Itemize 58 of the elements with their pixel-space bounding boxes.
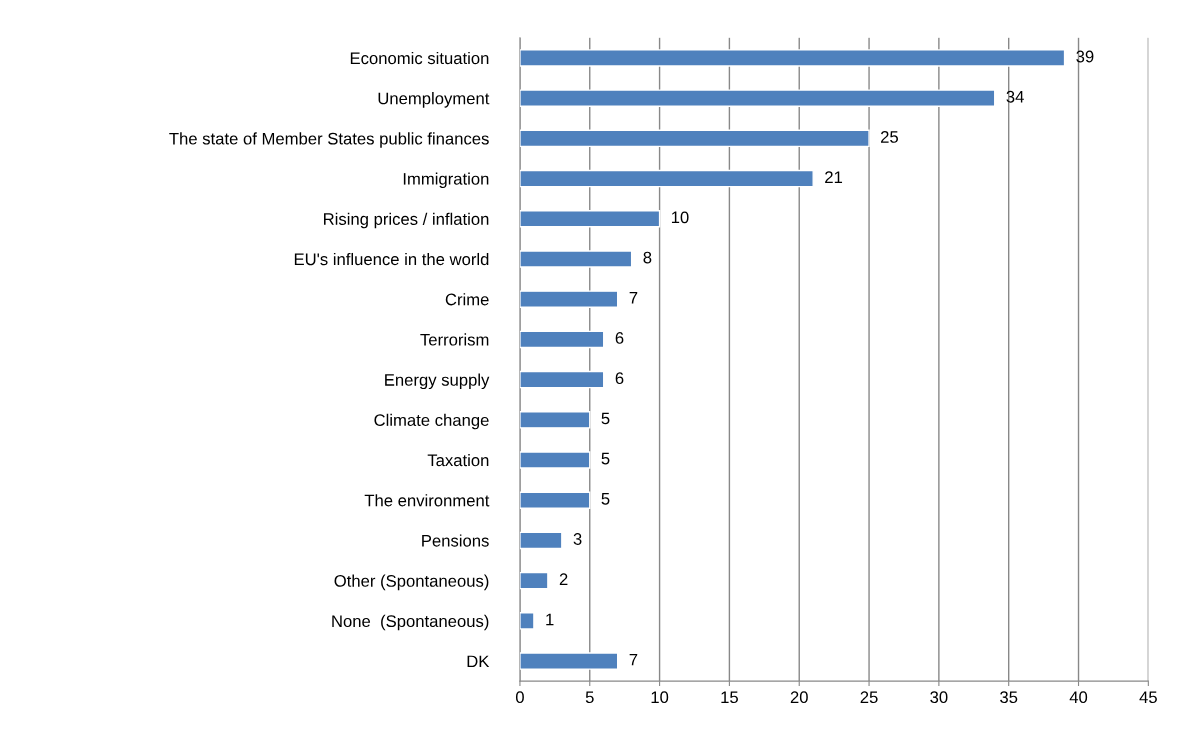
y-tick-label: Other (Spontaneous) (334, 574, 489, 591)
data-label: 10 (671, 211, 689, 224)
x-tick-label: 15 (721, 691, 738, 704)
bar (519, 89, 996, 107)
data-label: 5 (601, 493, 610, 505)
y-tick-label: Unemployment (378, 92, 490, 108)
data-label: 25 (881, 131, 898, 143)
x-tick-label: 45 (1139, 691, 1157, 704)
x-tick-label: 25 (860, 691, 878, 704)
data-label: 8 (643, 251, 652, 264)
data-label: 6 (615, 332, 624, 344)
x-tick-label: 0 (515, 691, 524, 704)
bar (519, 451, 591, 469)
y-tick-label: Pensions (422, 534, 489, 547)
data-label: 1 (546, 613, 554, 626)
data-label: 5 (601, 412, 610, 425)
y-tick-label: Taxation (427, 453, 489, 467)
data-label: 5 (601, 452, 610, 465)
y-tick-label: Crime (445, 293, 489, 306)
x-tick-label: 40 (1069, 691, 1088, 704)
bar (519, 491, 591, 509)
bar (519, 169, 814, 188)
y-tick-label: The environment (364, 494, 490, 507)
y-tick-label: Terrorism (420, 333, 489, 346)
data-label: 7 (629, 292, 638, 304)
data-label: 39 (1076, 50, 1094, 63)
bar (519, 250, 633, 268)
x-tick-label: 10 (651, 691, 669, 704)
x-tick-label: 35 (1000, 691, 1018, 704)
y-tick-label: Economic situation (350, 51, 489, 65)
data-label: 7 (629, 653, 638, 666)
x-tick-label: 5 (585, 691, 594, 704)
bar (519, 531, 563, 550)
data-label: 2 (559, 573, 568, 585)
y-tick-label: Immigration (403, 172, 489, 189)
data-label: 34 (1006, 90, 1024, 103)
x-tick-label: 30 (930, 691, 948, 704)
y-tick-label: DK (467, 655, 490, 668)
y-tick-label: EU's influence in the world (294, 252, 489, 266)
bar (519, 571, 549, 590)
y-tick-label: None (Spontaneous) (332, 614, 489, 631)
bar (519, 290, 619, 308)
y-tick-label: Energy supply (385, 373, 490, 390)
bar (519, 411, 591, 429)
data-label: 21 (825, 171, 843, 183)
bar (519, 330, 605, 349)
bar (519, 129, 870, 148)
bar (519, 370, 605, 389)
y-tick-label: Rising prices / inflation (324, 212, 489, 229)
y-tick-label: The state of Member States public finances (169, 132, 489, 148)
data-label: 6 (615, 372, 624, 385)
bar (519, 49, 1066, 67)
y-tick-label: Climate change (374, 413, 489, 430)
bar (519, 612, 535, 630)
bar (519, 210, 661, 228)
bar (519, 652, 619, 670)
x-tick-label: 20 (790, 691, 808, 704)
data-label: 3 (573, 533, 582, 545)
